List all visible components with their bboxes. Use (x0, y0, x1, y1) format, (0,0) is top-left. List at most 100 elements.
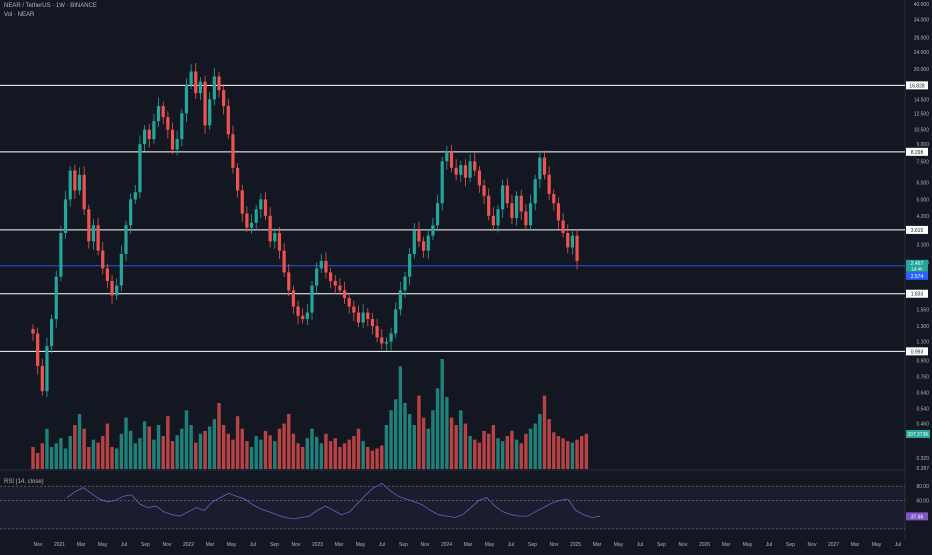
candle-body[interactable] (394, 309, 398, 334)
candle-body[interactable] (268, 215, 272, 242)
candle-body[interactable] (212, 76, 216, 100)
candle-body[interactable] (361, 312, 365, 323)
price-axis[interactable]: 40.000 34.000 28.000 24.000 20.000 14.500 12.5… (914, 2, 930, 472)
candle-body[interactable] (329, 272, 333, 281)
candle-body[interactable] (389, 333, 393, 342)
candle-body[interactable] (547, 174, 551, 194)
candle-body[interactable] (166, 117, 170, 130)
candle-body[interactable] (519, 195, 523, 212)
candle-body[interactable] (105, 268, 109, 281)
candle-body[interactable] (352, 306, 356, 313)
candle-body[interactable] (45, 346, 49, 392)
candle-body[interactable] (496, 209, 500, 226)
candle-body[interactable] (408, 253, 412, 277)
candle-body[interactable] (459, 165, 463, 175)
candle-body[interactable] (552, 193, 556, 204)
candle-body[interactable] (305, 312, 309, 320)
candle-body[interactable] (180, 113, 184, 140)
candle-body[interactable] (226, 106, 230, 135)
candle-body[interactable] (473, 161, 477, 171)
candle-body[interactable] (370, 319, 375, 327)
candle-body[interactable] (505, 185, 509, 204)
candle-body[interactable] (542, 157, 547, 175)
candle-body[interactable] (380, 337, 384, 344)
candle-body[interactable] (129, 199, 133, 226)
candle-body[interactable] (96, 225, 100, 251)
candle-body[interactable] (217, 76, 221, 91)
candle-body[interactable] (454, 167, 458, 175)
candle-body[interactable] (91, 225, 96, 242)
candle-body[interactable] (366, 312, 370, 320)
candle-body[interactable] (440, 161, 444, 204)
candle-body[interactable] (528, 203, 533, 226)
candle-body[interactable] (384, 341, 388, 344)
candle-body[interactable] (124, 225, 128, 254)
candle-body[interactable] (487, 195, 491, 216)
candle-body[interactable] (524, 211, 528, 226)
candle-body[interactable] (566, 232, 570, 248)
candle-body[interactable] (570, 235, 574, 248)
candle-body[interactable] (31, 328, 35, 334)
candle-body[interactable] (412, 230, 416, 254)
candle-body[interactable] (491, 215, 495, 226)
candle-body[interactable] (296, 306, 300, 316)
candle-body[interactable] (347, 298, 351, 307)
candle-body[interactable] (236, 167, 240, 191)
candle-body[interactable] (398, 290, 402, 310)
candle-body[interactable] (338, 285, 342, 291)
candle-body[interactable] (115, 285, 119, 296)
candle-body[interactable] (77, 174, 82, 191)
candle-body[interactable] (319, 260, 323, 269)
candle-body[interactable] (68, 170, 72, 200)
candle-body[interactable] (287, 272, 291, 291)
candle-body[interactable] (156, 106, 161, 122)
candle-body[interactable] (54, 276, 58, 320)
candle-body[interactable] (147, 129, 151, 140)
candle-body[interactable] (138, 144, 142, 193)
candle-body[interactable] (254, 209, 258, 223)
candle-body[interactable] (40, 365, 44, 392)
candle-body[interactable] (533, 179, 537, 204)
candle-body[interactable] (417, 230, 421, 242)
candle-body[interactable] (87, 209, 91, 242)
candle-body[interactable] (477, 170, 481, 186)
candle-body[interactable] (231, 134, 235, 168)
candle-body[interactable] (170, 129, 175, 150)
candle-body[interactable] (194, 71, 198, 94)
candle-body[interactable] (422, 241, 426, 251)
candle-body[interactable] (426, 235, 430, 251)
rsi-line[interactable] (66, 482, 601, 520)
candle-body[interactable] (435, 203, 440, 226)
candle-body[interactable] (463, 165, 468, 178)
candle-body[interactable] (538, 157, 542, 180)
candle-body[interactable] (403, 276, 407, 291)
candle-body[interactable] (36, 333, 40, 366)
candle-body[interactable] (431, 225, 435, 236)
candle-body[interactable] (282, 250, 286, 273)
candle-body[interactable] (277, 232, 282, 251)
candle-body[interactable] (468, 161, 472, 178)
candles[interactable] (31, 62, 579, 398)
candle-body[interactable] (208, 99, 212, 126)
candle-body[interactable] (342, 290, 347, 299)
candle-body[interactable] (245, 213, 249, 228)
candle-body[interactable] (175, 139, 179, 150)
candle-body[interactable] (259, 199, 263, 210)
candle-body[interactable] (445, 151, 449, 162)
candle-body[interactable] (73, 170, 77, 191)
candle-body[interactable] (50, 319, 54, 347)
candle-body[interactable] (222, 90, 226, 107)
candle-body[interactable] (59, 232, 63, 277)
candle-body[interactable] (133, 192, 137, 200)
candle-body[interactable] (375, 326, 379, 338)
candle-body[interactable] (310, 285, 314, 313)
candle-body[interactable] (249, 222, 254, 228)
candle-body[interactable] (333, 280, 337, 286)
candle-body[interactable] (515, 195, 519, 219)
candle-body[interactable] (198, 81, 202, 94)
candle-body[interactable] (152, 121, 156, 140)
rsi-pane[interactable]: 80.00 60.00 37.66 (0, 482, 929, 530)
candle-body[interactable] (301, 315, 305, 320)
